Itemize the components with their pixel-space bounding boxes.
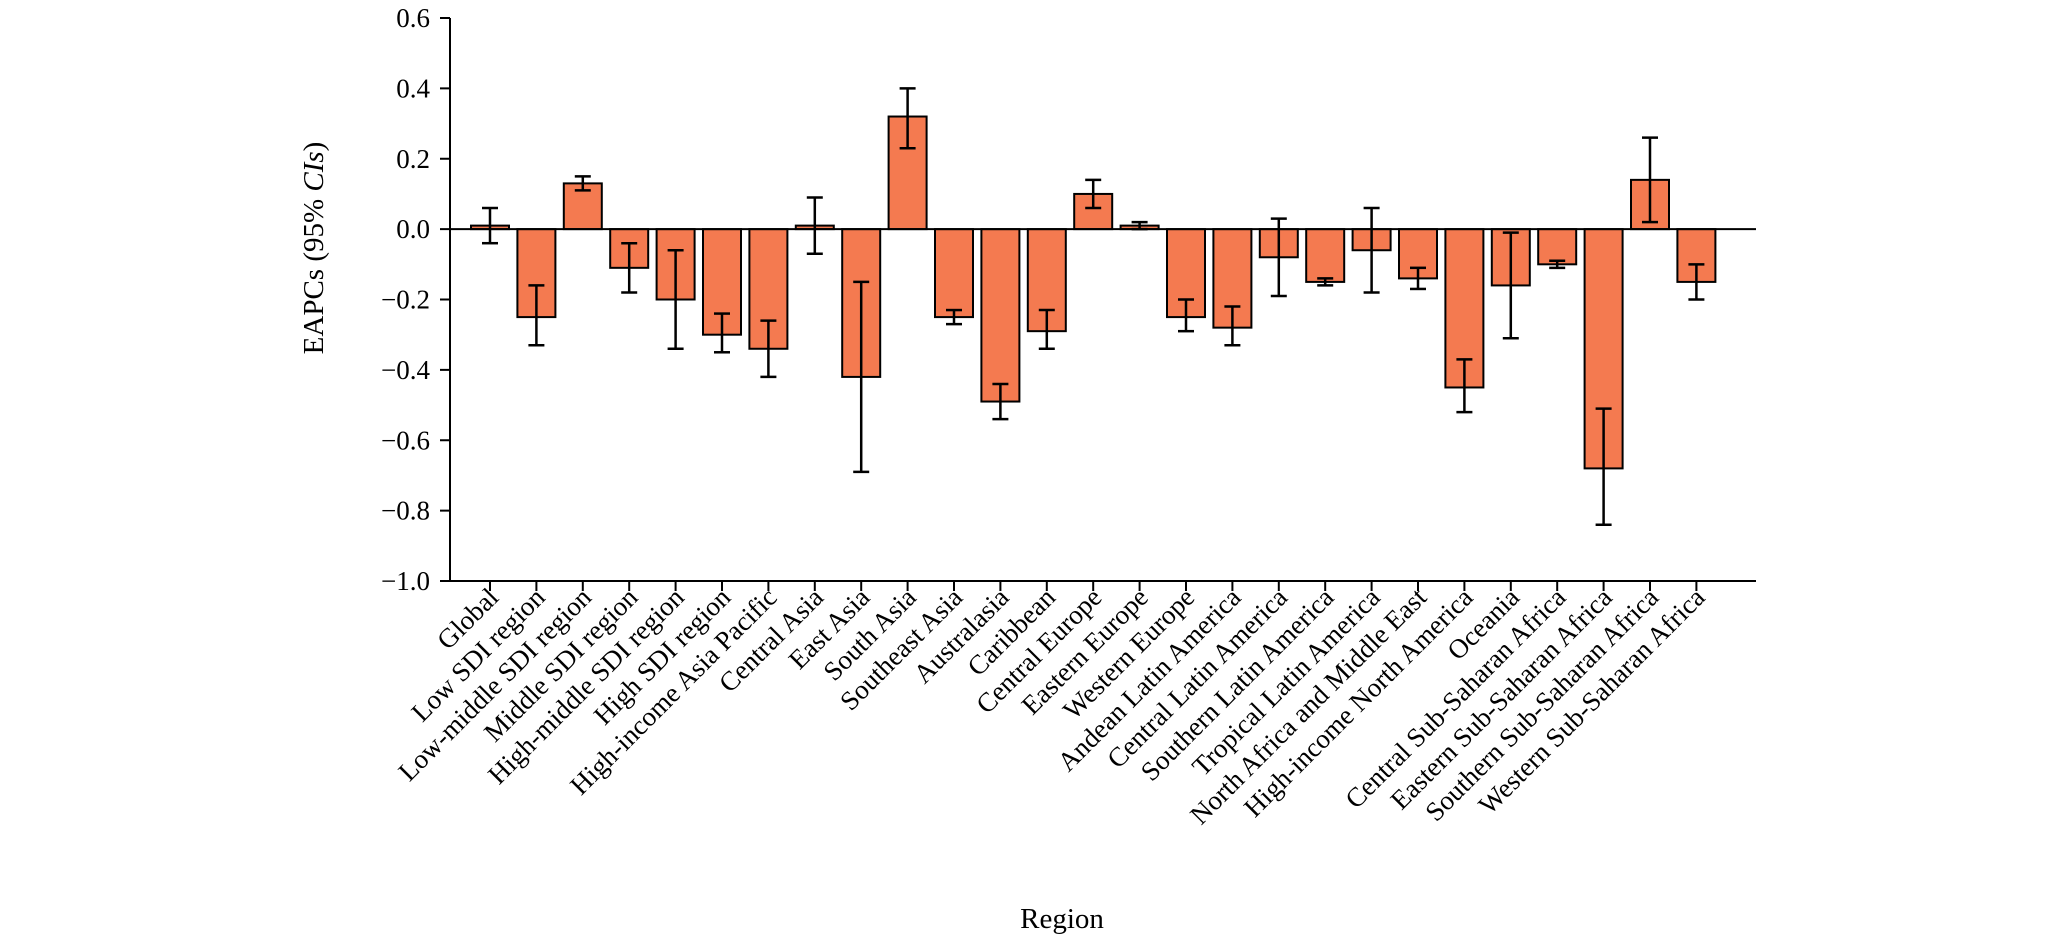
bars-layer [470,115,1717,470]
y-tick-label: −0.8 [381,496,430,526]
error-bar [1317,277,1334,287]
y-ticks: 0.6 0.4 0.2 0.0 −0.2 −0.4 −0.6 −0.8 −1.0 [381,3,450,596]
bar [980,228,1021,403]
error-bar [1595,407,1612,526]
error-bar [574,175,591,192]
y-tick-label: −0.2 [381,285,430,315]
error-bar [528,284,545,347]
error-bar [1410,266,1426,291]
y-axis-title-italic: CIs [298,151,330,191]
error-bar [1642,136,1658,224]
y-tick-label: 0.4 [396,73,430,103]
bar [1305,228,1346,283]
y-tick-label: −0.6 [381,425,430,455]
error-bar [482,206,498,245]
error-bar [1688,263,1705,301]
error-bar [1270,217,1287,298]
y-axis-title: EAPCs (95% CIs) [298,142,330,355]
error-bars-layer [482,87,1705,526]
error-bar [667,248,684,351]
error-bar [714,312,730,354]
error-bar [899,87,916,150]
error-bar [1038,308,1055,351]
y-tick-label: 0.6 [396,3,430,33]
error-bar [1363,206,1380,294]
bar [934,228,974,319]
error-bar [1502,231,1519,340]
y-tick-label: 0.0 [396,214,430,244]
error-bar [1085,178,1102,210]
error-bar [946,308,962,326]
error-bar [992,382,1009,421]
error-bar [621,241,638,294]
y-tick-label: 0.2 [396,144,430,174]
x-ticks [489,581,1698,591]
y-tick-label: −1.0 [381,566,430,596]
y-axis-title-suffix: ) [298,142,330,152]
bar [1537,228,1578,266]
y-tick-label: −0.4 [381,355,430,385]
y-axis-title-prefix: EAPCs (95% [298,192,330,355]
error-bar [853,280,870,474]
x-axis-title: Region [1020,903,1104,935]
error-bar [760,319,777,379]
error-bar [806,196,823,256]
error-bar [1224,305,1241,347]
error-bar [1178,298,1194,333]
error-bar [1456,358,1473,414]
error-bar [1549,259,1566,270]
